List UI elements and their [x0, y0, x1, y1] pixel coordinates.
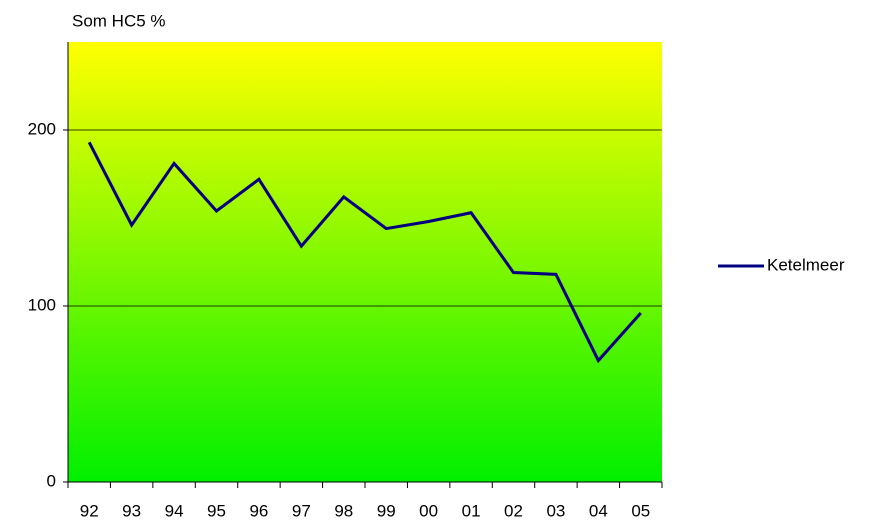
x-tick-label: 97 — [292, 501, 311, 520]
x-tick-label: 00 — [419, 501, 438, 520]
x-tick-label: 96 — [249, 501, 268, 520]
series-line — [87, 141, 642, 364]
plot-area — [68, 42, 662, 482]
x-tick-label: 04 — [589, 501, 608, 520]
x-tick-label: 93 — [122, 501, 141, 520]
y-tick-label: 100 — [28, 295, 56, 314]
x-tick-label: 02 — [504, 501, 523, 520]
x-tick-label: 94 — [165, 501, 184, 520]
x-tick-label: 05 — [631, 501, 650, 520]
x-tick-label: 95 — [207, 501, 226, 520]
y-tick-label: 0 — [47, 471, 56, 490]
x-tick-label: 98 — [334, 501, 353, 520]
x-tick-label: 01 — [462, 501, 481, 520]
x-tick-label: 92 — [80, 501, 99, 520]
y-tick-label: 200 — [28, 119, 56, 138]
legend-label: Ketelmeer — [767, 255, 845, 274]
chart-title: Som HC5 % — [72, 11, 166, 30]
x-tick-label: 99 — [377, 501, 396, 520]
x-tick-label: 03 — [546, 501, 565, 520]
